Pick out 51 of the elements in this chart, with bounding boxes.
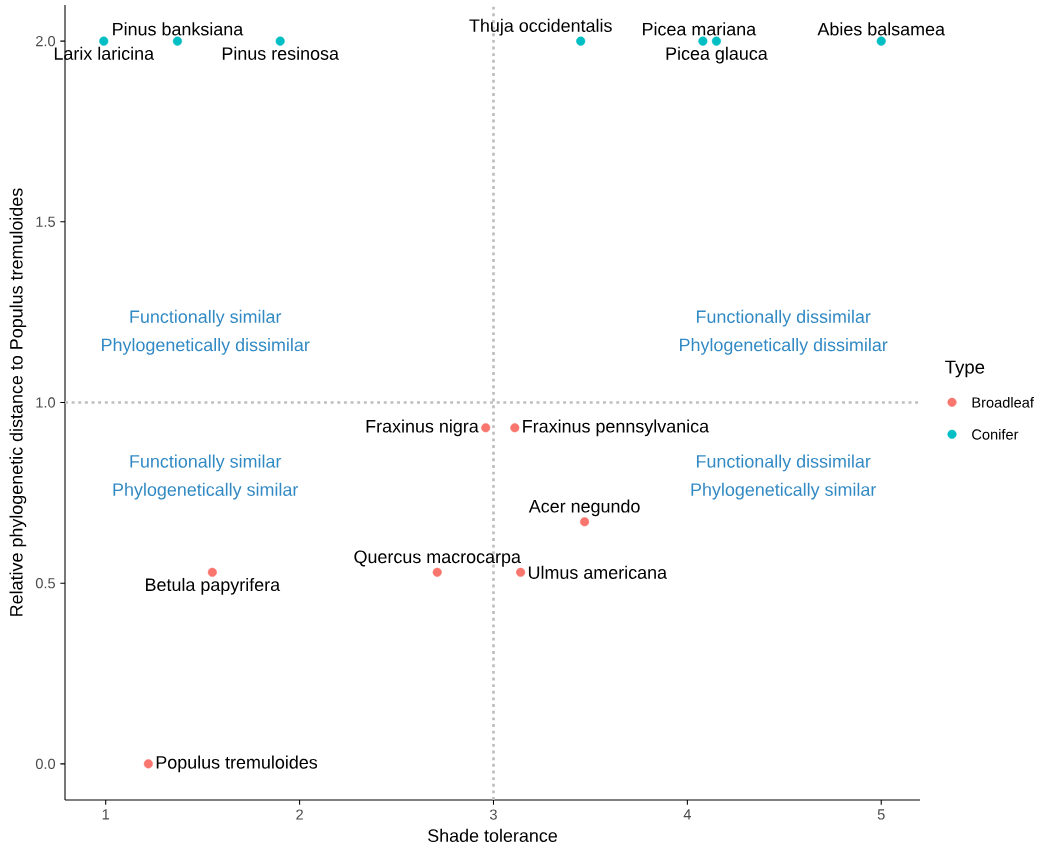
y-tick-label: 1.5 xyxy=(36,216,56,227)
annotation: Phylogenetically dissimilar xyxy=(102,338,310,355)
x-tick-label: 4 xyxy=(683,809,691,820)
annotation: Functionally similar xyxy=(130,454,282,472)
data-label: Pinus banksiana xyxy=(113,22,244,36)
point xyxy=(576,36,586,46)
annotation: Phylogenetically similar xyxy=(113,482,299,500)
data-label: Picea mariana xyxy=(643,22,757,36)
point xyxy=(207,567,217,577)
annotation: Functionally dissimilar xyxy=(696,454,871,472)
y-axis-title: Relative phylogenetic distance to Populus tremuloides xyxy=(9,188,27,616)
y-tick-label: 0.0 xyxy=(35,758,56,770)
x-tick-label: 1 xyxy=(102,809,110,820)
data-label: Thuja occidentalis xyxy=(469,18,612,36)
point xyxy=(698,36,708,46)
legend-title: Type xyxy=(945,360,985,378)
data-label: Ulmus americana xyxy=(528,565,668,579)
point xyxy=(275,36,285,46)
data-label: Acer negundo xyxy=(528,499,640,517)
annotation: Phylogenetically dissimilar xyxy=(680,338,888,355)
point xyxy=(711,36,721,46)
x-tick-label: 3 xyxy=(489,809,497,820)
x-tick-label: 5 xyxy=(877,809,885,820)
data-label: Pinus resinosa xyxy=(222,46,339,60)
point xyxy=(481,423,491,433)
data-label: Fraxinus nigra xyxy=(366,419,479,437)
annotation: Functionally similar xyxy=(130,309,282,327)
point xyxy=(516,567,526,577)
point xyxy=(143,759,153,769)
y-tick-label: 1.0 xyxy=(36,397,56,408)
y-tick-label: 2.0 xyxy=(36,35,56,47)
x-tick-label: 2 xyxy=(296,809,303,820)
annotation: Phylogenetically similar xyxy=(691,482,877,500)
data-label: Fraxinus pennsylvanica xyxy=(523,419,710,437)
point xyxy=(432,567,442,577)
y-tick-label: 0.5 xyxy=(35,578,56,589)
data-label: Betula papyrifera xyxy=(146,577,281,595)
data-label: Larix laricina xyxy=(54,46,155,60)
data-label: Populus tremuloides xyxy=(156,755,318,773)
point xyxy=(172,36,182,46)
legend-label: Broadleaf xyxy=(972,396,1034,408)
annotation: Functionally dissimilar xyxy=(696,309,871,327)
data-label: Abies balsamea xyxy=(817,22,945,36)
data-label: Picea glauca xyxy=(666,46,768,64)
data-label: Quercus macrocarpa xyxy=(354,550,521,567)
legend-label: Conifer xyxy=(972,428,1019,440)
x-axis-title: Shade tolerance xyxy=(428,828,557,842)
point xyxy=(99,36,109,46)
point xyxy=(580,517,590,527)
point xyxy=(876,36,886,46)
point xyxy=(510,423,520,433)
